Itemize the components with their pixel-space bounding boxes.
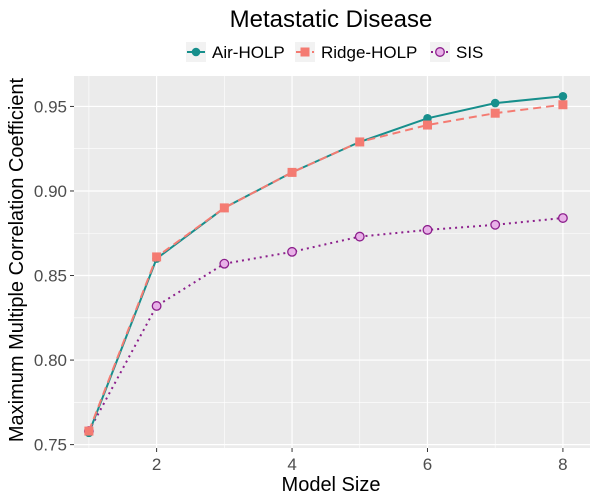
data-point <box>423 113 432 123</box>
data-point <box>558 100 568 110</box>
legend-item: SIS <box>430 42 483 62</box>
legend-item: Ridge-HOLP <box>295 42 417 62</box>
legend-item: Air-HOLP <box>186 42 285 62</box>
data-point <box>557 213 568 223</box>
data-point <box>422 224 433 235</box>
data-point <box>490 98 500 108</box>
legend-label: Air-HOLP <box>212 43 285 62</box>
data-point <box>287 246 297 257</box>
data-point <box>152 252 162 262</box>
legend-marker <box>435 47 445 57</box>
y-tick-label: 0.80 <box>34 351 67 370</box>
data-point <box>219 258 230 269</box>
series-layer <box>83 91 568 438</box>
legend-marker <box>300 47 310 57</box>
data-point <box>422 120 432 130</box>
x-tick-label: 6 <box>423 455 432 474</box>
data-point <box>490 219 501 230</box>
data-point <box>490 108 500 118</box>
y-axis-label: Maximum Multiple Correlation Coefficient <box>6 77 28 442</box>
y-tick-label: 0.95 <box>34 97 67 116</box>
legend: Air-HOLP Ridge-HOLP SIS <box>186 42 483 62</box>
data-point <box>84 426 94 436</box>
y-tick-label: 0.75 <box>34 436 67 455</box>
x-tick-label: 4 <box>287 455 296 474</box>
legend-label: SIS <box>456 43 483 62</box>
x-axis: 2 4 6 8 <box>152 448 568 474</box>
x-axis-label: Model Size <box>282 474 381 496</box>
series-ridge-holp <box>84 100 568 436</box>
legend-label: Ridge-HOLP <box>321 43 417 62</box>
x-tick-label: 2 <box>152 455 161 474</box>
data-point <box>219 203 229 213</box>
legend-marker <box>191 47 201 57</box>
chart-title: Metastatic Disease <box>230 6 433 33</box>
series-line <box>87 103 564 432</box>
y-tick-label: 0.85 <box>34 267 67 286</box>
data-point <box>151 301 162 311</box>
plot-panel <box>74 76 590 448</box>
data-point <box>287 167 297 177</box>
data-point <box>354 231 365 242</box>
y-tick-label: 0.90 <box>34 182 67 201</box>
y-axis: 0.75 0.80 0.85 0.90 0.95 <box>34 97 74 455</box>
x-tick-label: 8 <box>558 455 567 474</box>
data-point <box>558 91 568 101</box>
series-line <box>88 217 563 432</box>
data-point <box>355 137 365 147</box>
